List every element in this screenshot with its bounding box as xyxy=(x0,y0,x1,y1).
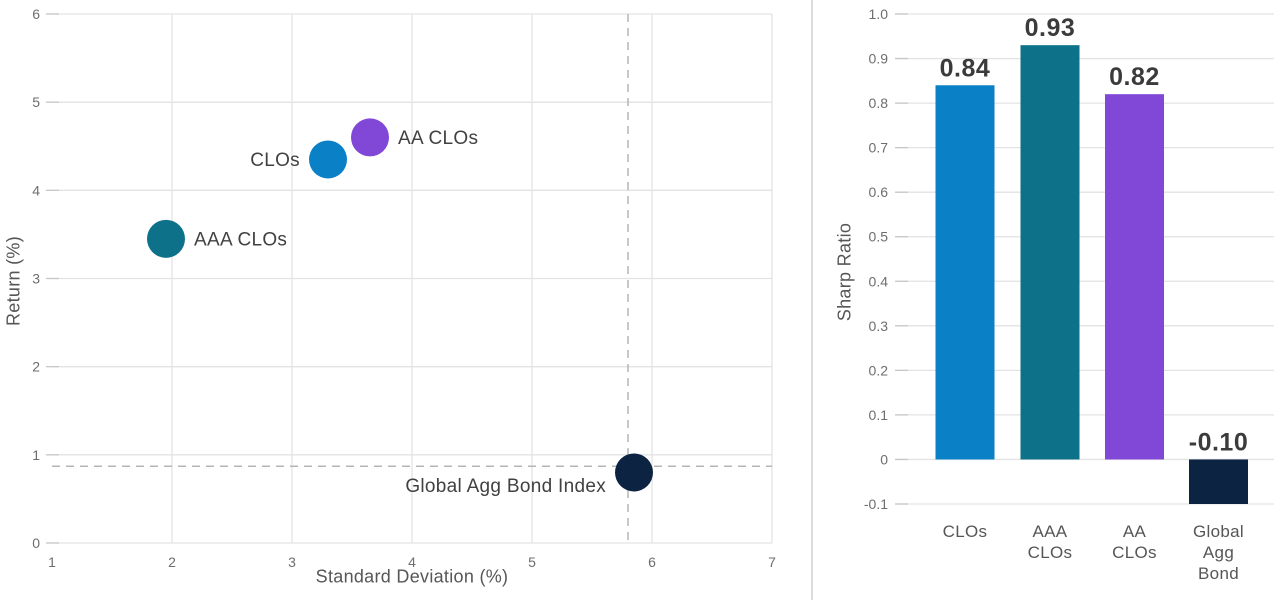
bar-aaa-clos xyxy=(1020,45,1080,460)
y-tick-label: 0.4 xyxy=(869,273,889,289)
y-tick-label: 4 xyxy=(32,182,40,198)
y-tick-label: 3 xyxy=(32,271,40,287)
y-tick-label: 0 xyxy=(32,535,40,551)
x-tick-label: 7 xyxy=(768,554,776,570)
x-tick-label: 3 xyxy=(288,554,296,570)
scatter-point-aaa-clos xyxy=(147,219,185,258)
scatter-point-global-agg-bond-index xyxy=(615,453,653,492)
scatter-y-axis-title: Return (%) xyxy=(3,235,24,327)
point-label-aaa-clos: AAA CLOs xyxy=(194,229,287,250)
category-label-aa-clos: AA CLOs xyxy=(1112,522,1157,562)
category-label-aaa-clos: AAA CLOs xyxy=(1028,522,1073,562)
point-label-global-agg-bond-index: Global Agg Bond Index xyxy=(405,476,606,497)
value-label-clos: 0.84 xyxy=(940,54,991,82)
bar-aa-clos xyxy=(1105,94,1164,460)
scatter-x-axis-title: Standard Deviation (%) xyxy=(315,566,509,587)
y-tick-label: -0.1 xyxy=(864,496,888,512)
y-tick-label: 0.6 xyxy=(869,184,889,200)
point-label-clos: CLOs xyxy=(250,150,300,171)
y-tick-label: 0.3 xyxy=(869,318,889,334)
point-label-aa-clos: AA CLOs xyxy=(398,128,478,149)
y-tick-label: 0.9 xyxy=(869,51,889,67)
scatter-point-clos xyxy=(309,140,347,179)
x-tick-label: 4 xyxy=(408,554,416,570)
category-label-global-agg-bond: Global Agg Bond xyxy=(1193,522,1244,583)
y-tick-label: 5 xyxy=(32,94,40,110)
y-tick-label: 0 xyxy=(880,451,888,467)
scatter-point-aa-clos xyxy=(351,118,389,157)
x-tick-label: 2 xyxy=(168,554,176,570)
x-tick-label: 1 xyxy=(48,554,56,570)
sharp-ratio-bar-chart: -0.100.10.20.30.40.50.60.70.80.91.00.84C… xyxy=(864,6,1274,583)
bar-global-agg-bond xyxy=(1189,459,1248,504)
y-tick-label: 6 xyxy=(32,6,40,22)
bar-clos xyxy=(935,85,995,460)
y-tick-label: 2 xyxy=(32,359,40,375)
category-label-clos: CLOs xyxy=(943,522,988,541)
y-tick-label: 0.2 xyxy=(869,362,889,378)
x-tick-label: 6 xyxy=(648,554,656,570)
y-tick-label: 0.1 xyxy=(869,407,889,423)
y-tick-label: 0.8 xyxy=(869,95,889,111)
x-tick-label: 5 xyxy=(528,554,536,570)
y-tick-label: 0.7 xyxy=(869,140,889,156)
value-label-global-agg-bond: -0.10 xyxy=(1189,428,1248,456)
bar-y-axis-title: Sharp Ratio xyxy=(834,222,855,322)
value-label-aa-clos: 0.82 xyxy=(1109,63,1160,91)
y-tick-label: 1.0 xyxy=(869,6,889,22)
value-label-aaa-clos: 0.93 xyxy=(1025,14,1076,42)
chart-divider xyxy=(811,0,813,600)
y-tick-label: 1 xyxy=(32,447,40,463)
y-tick-label: 0.5 xyxy=(869,229,889,245)
